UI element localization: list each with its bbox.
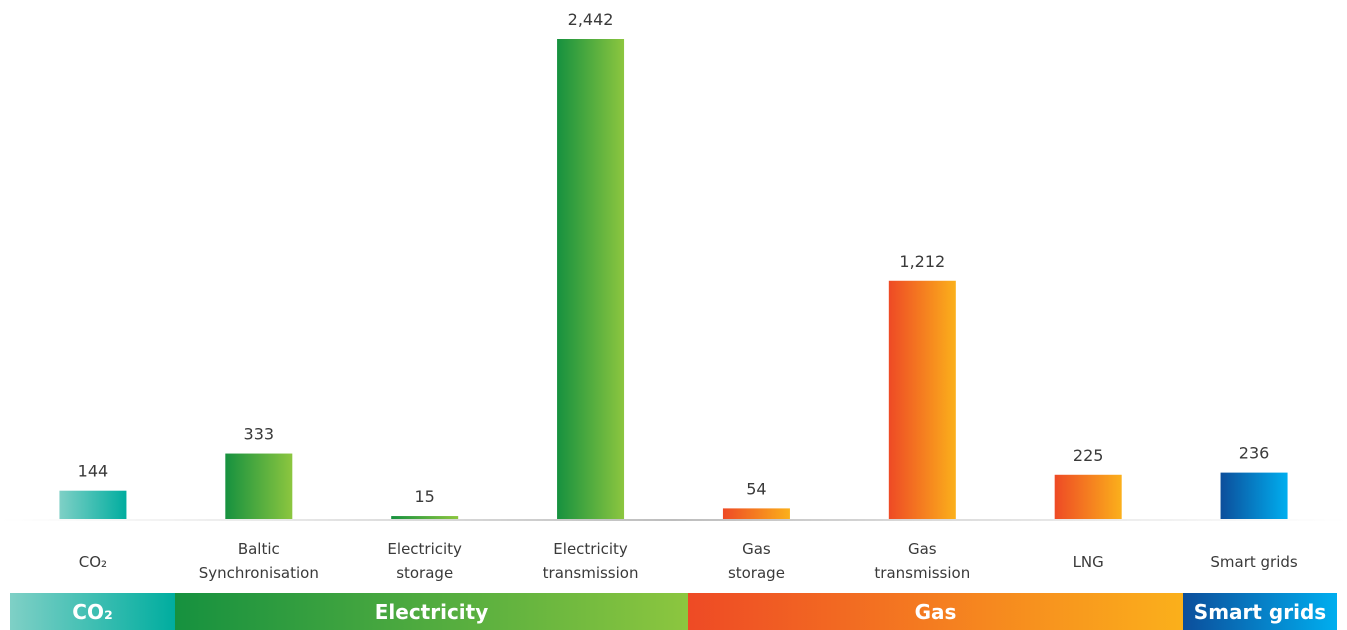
value-label: 333 [244, 425, 275, 444]
bar [888, 280, 956, 519]
group-band-smart [1183, 593, 1337, 630]
value-label: 15 [415, 487, 435, 506]
value-label: 225 [1073, 446, 1104, 465]
group-band-electricity [175, 593, 688, 630]
category-label: CO₂ [79, 553, 107, 571]
category-label: Gas [908, 540, 937, 558]
bar [722, 508, 790, 519]
baseline [0, 519, 1347, 521]
category-label: storage [728, 564, 785, 582]
group-band-label: Smart grids [1194, 600, 1326, 624]
group-bands: CO₂ Electricity Gas Smart grids [10, 593, 1337, 630]
group-band-label: Gas [915, 600, 957, 624]
category-label: LNG [1073, 553, 1104, 571]
group-band-label: Electricity [375, 600, 489, 624]
value-label: 144 [78, 462, 109, 481]
bar [557, 39, 625, 519]
category-label: Electricity [553, 540, 628, 558]
value-label: 54 [746, 479, 766, 498]
category-label: Electricity [387, 540, 462, 558]
value-label: 236 [1239, 444, 1270, 463]
group-band-co2 [10, 593, 175, 630]
category-label: transmission [543, 564, 639, 582]
bar [1220, 472, 1288, 519]
category-label: Baltic [238, 540, 280, 558]
value-label: 1,212 [899, 252, 945, 271]
category-label: Smart grids [1210, 553, 1298, 571]
group-band-label: CO₂ [72, 600, 112, 624]
value-label: 2,442 [568, 10, 614, 29]
bar [225, 453, 293, 519]
value-labels: 144 333 15 2,442 54 1,212 225 236 [78, 10, 1270, 506]
bar [1054, 474, 1122, 519]
category-labels: CO₂ Baltic Synchronisation Electricity stora… [79, 540, 1298, 582]
bar [59, 490, 127, 519]
bar [391, 516, 459, 519]
bars [59, 39, 1288, 519]
category-label: storage [396, 564, 453, 582]
category-label: transmission [874, 564, 970, 582]
category-label: Synchronisation [199, 564, 319, 582]
category-label: Gas [742, 540, 771, 558]
group-band-gas [688, 593, 1183, 630]
x-axis-baseline [0, 519, 1347, 521]
